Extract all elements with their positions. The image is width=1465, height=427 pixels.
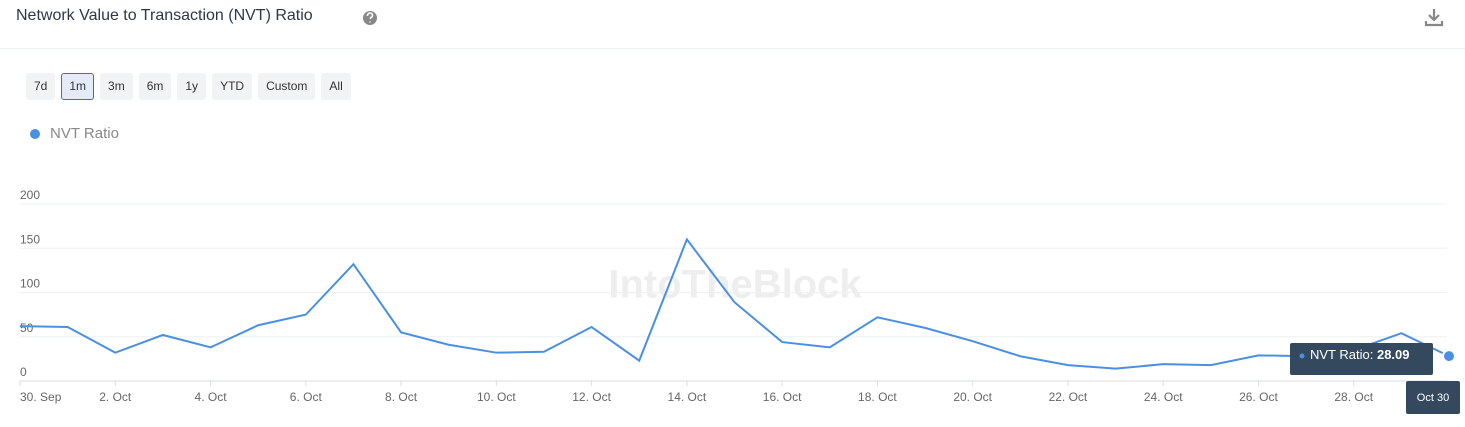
x-tick-label: 22. Oct bbox=[1049, 390, 1088, 404]
range-button[interactable]: 6m bbox=[138, 73, 172, 100]
x-tick-label: 6. Oct bbox=[290, 390, 323, 404]
x-tick-label: 18. Oct bbox=[858, 390, 897, 404]
hover-point bbox=[1442, 349, 1456, 364]
range-button[interactable]: Custom bbox=[258, 73, 316, 100]
separator bbox=[0, 48, 1465, 49]
title: Network Value to Transaction (NVT) Ratio bbox=[16, 7, 313, 24]
x-tick-label: 26. Oct bbox=[1239, 390, 1278, 404]
tooltip-text: NVT Ratio: 28.09 bbox=[1310, 347, 1410, 362]
tooltip-box bbox=[1290, 343, 1433, 375]
y-tick-label: 50 bbox=[20, 321, 34, 335]
x-tick-label: 24. Oct bbox=[1144, 390, 1183, 404]
date-box bbox=[1406, 381, 1460, 414]
y-tick-label: 100 bbox=[20, 277, 40, 291]
x-tick-label: 28. Oct bbox=[1334, 390, 1373, 404]
x-tick-label: 10. Oct bbox=[477, 390, 516, 404]
watermark: IntoTheBlock bbox=[608, 263, 862, 307]
download-icon[interactable] bbox=[1424, 9, 1444, 27]
x-tick-label: 12. Oct bbox=[572, 390, 611, 404]
x-tick-label: 8. Oct bbox=[385, 390, 418, 404]
date-label: Oct 30 bbox=[1417, 392, 1449, 404]
x-tick-label: 30. Sep bbox=[20, 390, 62, 404]
legend-marker bbox=[30, 129, 40, 139]
range-button[interactable]: 3m bbox=[100, 73, 133, 100]
range-button[interactable]: YTD bbox=[212, 73, 253, 100]
tooltip-label: NVT Ratio: bbox=[1310, 347, 1373, 362]
line-series bbox=[19, 237, 1450, 370]
x-tick-label: 4. Oct bbox=[195, 390, 228, 404]
range-buttons: 7d 1m 3m 6m 1y YTD Custom All bbox=[26, 73, 351, 100]
tooltip-value: 28.09 bbox=[1377, 347, 1410, 362]
tooltip-dot bbox=[1299, 353, 1305, 359]
y-tick-label: 200 bbox=[20, 188, 40, 202]
x-tick-label: 20. Oct bbox=[953, 390, 992, 404]
y-tick-label: 150 bbox=[20, 232, 40, 246]
range-button[interactable]: 1y bbox=[177, 73, 207, 100]
y-tick-label: 0 bbox=[20, 365, 27, 379]
help-glyph bbox=[366, 12, 374, 23]
range-button[interactable]: 7d bbox=[26, 73, 56, 100]
range-button[interactable]: 1m bbox=[61, 73, 95, 100]
legend-label: NVT Ratio bbox=[50, 125, 119, 142]
x-tick-label: 2. Oct bbox=[99, 390, 132, 404]
x-tick-label: 14. Oct bbox=[668, 390, 707, 404]
x-tick-label: 16. Oct bbox=[763, 390, 802, 404]
range-button[interactable]: All bbox=[321, 73, 351, 100]
